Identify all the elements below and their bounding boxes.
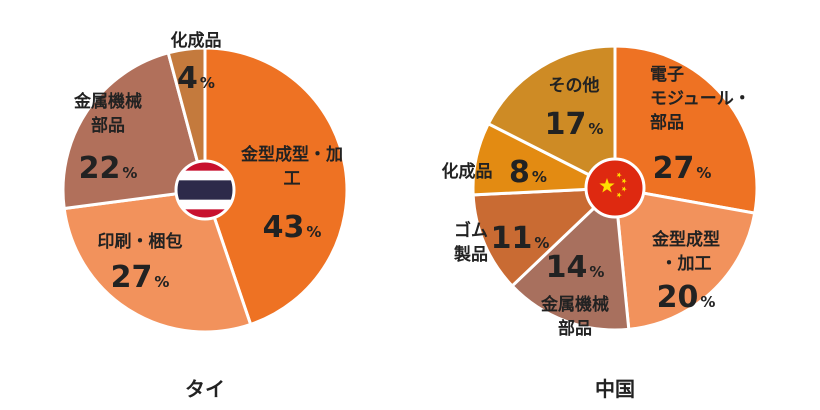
slice-value: 11% — [491, 221, 550, 256]
slice-value: 4% — [177, 61, 215, 96]
pie-slice — [613, 44, 759, 215]
slice-value: 20% — [657, 280, 716, 315]
slice-label: 化成品 — [171, 30, 222, 51]
slice-label: 電子モジュール・部品 — [650, 65, 751, 133]
pie-slice — [613, 186, 757, 331]
pie-slice — [471, 186, 619, 289]
thailand-flag-icon — [176, 161, 234, 219]
slice-label: 化成品 — [442, 161, 493, 182]
chart-title-thailand: タイ — [185, 377, 225, 401]
pie-slice — [62, 188, 253, 334]
pie-chart-thailand: 金型成型・加工 43 % 印刷・梱包 27 % 金属機械部品 22 % 化成品 4% — [61, 30, 349, 334]
slice-label: 金属機械部品 — [540, 294, 609, 339]
slice-value: 17% — [545, 107, 604, 142]
slice-value: 27% — [653, 151, 712, 186]
slice-label: ゴム製品 — [453, 220, 488, 265]
pie-slice — [166, 46, 207, 191]
slice-value: 8% — [509, 155, 547, 190]
slice-value: 27% — [111, 260, 170, 295]
slice-value: 43% — [263, 210, 322, 245]
slice-label: 金型成型・加工 — [240, 144, 343, 189]
slice-value: 22% — [79, 151, 138, 186]
pie-slice — [486, 44, 617, 191]
slice-label: その他 — [549, 75, 600, 96]
slice-label: 金型成型・加工 — [651, 229, 720, 274]
slice-label: 印刷・梱包 — [98, 231, 183, 252]
pie-slice — [203, 46, 349, 327]
pie-chart-china: 電子モジュール・部品 27 % 金型成型・加工 20 % 金属機械部品 14 % ゴム製品 11 % 化… — [442, 44, 759, 339]
china-flag-icon — [584, 157, 646, 219]
slice-label: 金属機械部品 — [73, 91, 142, 136]
pie-slice — [61, 51, 207, 211]
chart-title-china: 中国 — [595, 377, 635, 401]
slice-value: 14% — [546, 250, 605, 285]
pie-slice — [510, 184, 631, 332]
